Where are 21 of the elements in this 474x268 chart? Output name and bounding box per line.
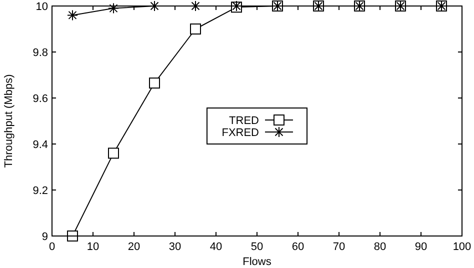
y-tick-label: 9.4 (32, 138, 48, 151)
legend-label: TRED (229, 114, 260, 127)
x-tick-label: 60 (292, 241, 304, 253)
y-tick-label: 9.6 (32, 92, 48, 105)
y-axis-title: Throughput (Mbps) (3, 74, 15, 168)
x-tick-label: 70 (332, 241, 346, 253)
x-tick-label: 40 (210, 241, 222, 253)
x-tick-label: 0 (48, 241, 56, 253)
x-tick-label: 30 (168, 241, 182, 253)
x-tick-label: 80 (374, 241, 386, 253)
x-tick-label: 10 (86, 241, 100, 253)
x-tick-label: 20 (128, 241, 140, 253)
y-tick-label: 9.8 (32, 46, 48, 59)
y-tick-label: 9 (42, 230, 48, 243)
legend-label: FXRED (222, 126, 260, 139)
y-tick-label: 9.2 (32, 184, 48, 197)
y-tick-label: 10 (36, 0, 48, 13)
x-tick-label: 90 (414, 241, 428, 253)
x-tick-label: 50 (250, 241, 264, 253)
x-tick-label: 100 (452, 241, 472, 253)
x-axis-title: Flows (242, 256, 272, 268)
